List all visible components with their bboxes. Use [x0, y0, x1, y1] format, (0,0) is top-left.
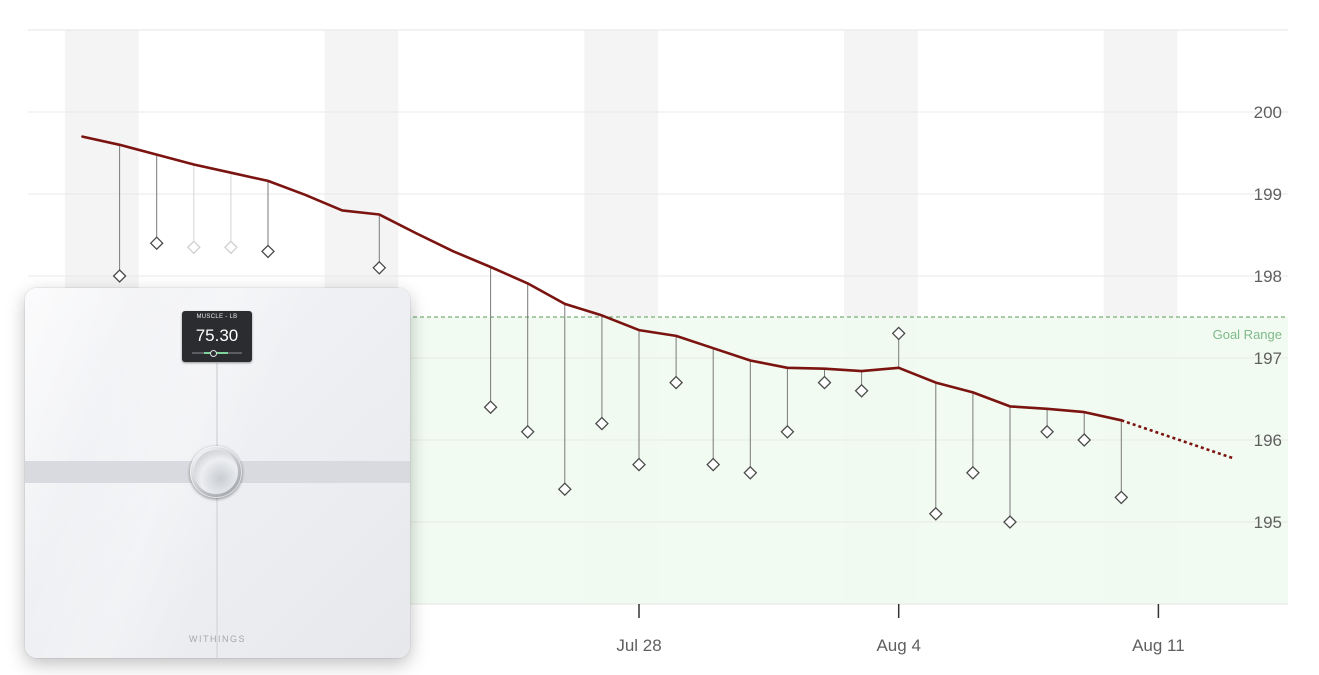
scale-display-title: MUSCLE - LB — [196, 314, 238, 320]
weighin-marker — [706, 457, 721, 472]
weighin-marker — [965, 465, 980, 480]
weighin-markers — [112, 236, 1129, 529]
weighin-marker — [1114, 490, 1129, 505]
weighin-marker — [112, 269, 127, 283]
weighin-marker — [1040, 424, 1055, 439]
weighin-marker — [743, 465, 758, 480]
scale-display-slider — [192, 350, 242, 357]
weighin-marker — [594, 416, 609, 431]
scale-knob — [190, 446, 242, 498]
scale-photo: MUSCLE - LB 75.30 WITHINGS — [25, 288, 410, 658]
x-tick-label: Jul 28 — [616, 636, 661, 655]
y-tick-label: 195 — [1254, 513, 1282, 532]
x-axis-ticks: Jul 28 Aug 4 Aug 11 — [616, 604, 1185, 655]
scale-display: MUSCLE - LB 75.30 — [182, 311, 252, 362]
weighin-marker — [186, 240, 201, 255]
weighin-marker — [891, 326, 906, 341]
trend-line-group — [81, 135, 1234, 460]
weighin-marker — [780, 424, 795, 439]
scale-display-value: 75.30 — [195, 326, 239, 345]
scale-brand: WITHINGS — [189, 634, 246, 644]
x-tick-label: Aug 11 — [1132, 636, 1185, 655]
weighin-marker — [149, 236, 164, 251]
y-tick-label: 197 — [1254, 349, 1282, 368]
y-tick-label: 196 — [1254, 431, 1282, 450]
weighin-marker — [1003, 515, 1017, 529]
weighin-marker — [372, 260, 387, 275]
y-axis-ticks: 195 196 197 198 199 200 — [1254, 103, 1282, 532]
weighin-marker — [483, 400, 498, 415]
scale-divider — [216, 363, 218, 658]
trend-line — [81, 135, 1123, 422]
x-tick-label: Aug 4 — [876, 636, 920, 655]
weighin-marker — [854, 383, 869, 398]
weighin-marker — [557, 482, 572, 497]
y-tick-label: 198 — [1254, 267, 1282, 286]
weighin-marker — [817, 375, 832, 390]
weighin-marker — [928, 506, 943, 521]
weighin-stems — [119, 144, 1122, 522]
goal-range-label: Goal Range — [1213, 327, 1282, 342]
weighin-marker — [632, 457, 646, 472]
weighin-marker — [1077, 433, 1092, 447]
weighin-marker — [223, 240, 238, 255]
weighin-marker — [261, 244, 275, 259]
y-tick-label: 199 — [1254, 185, 1282, 204]
weighin-marker — [520, 424, 535, 439]
weighin-marker — [669, 375, 684, 390]
trend-projection — [1120, 419, 1234, 460]
y-tick-label: 200 — [1254, 103, 1282, 122]
